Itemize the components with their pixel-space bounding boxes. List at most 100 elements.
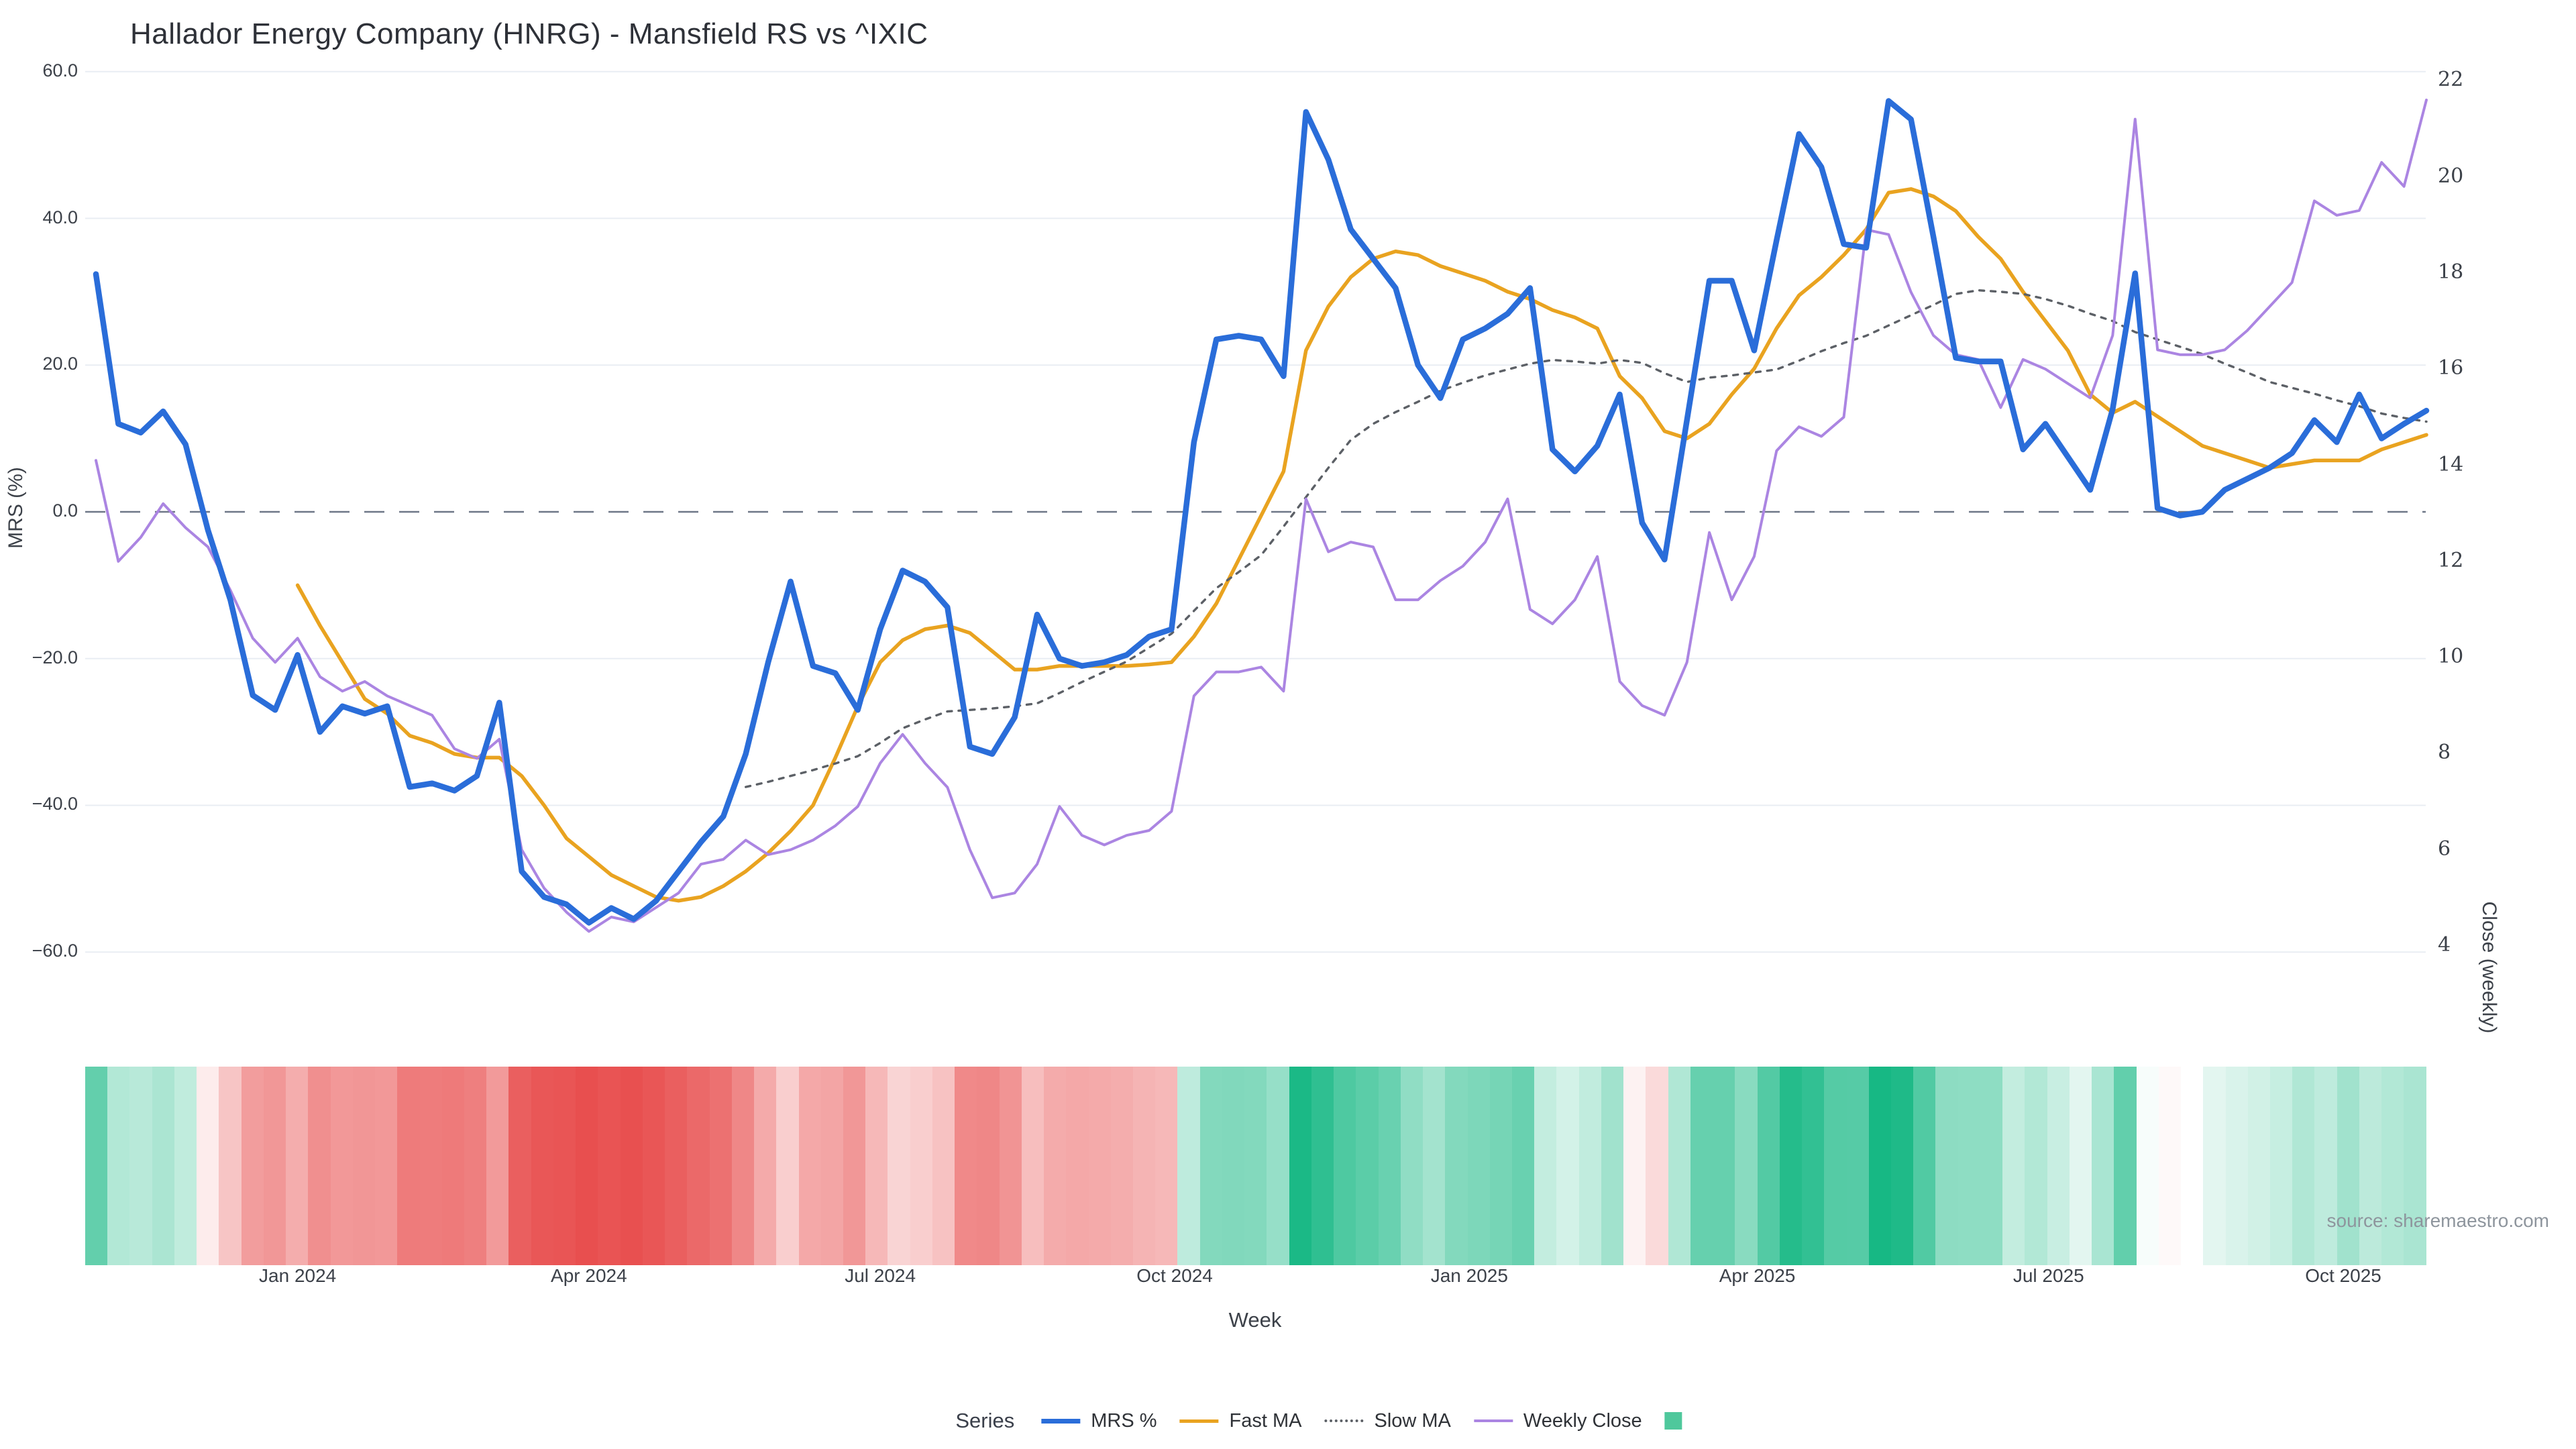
heatmap-cell — [1757, 1067, 1780, 1265]
heatmap-cell — [308, 1067, 331, 1265]
heatmap-cell — [1334, 1067, 1356, 1265]
heatmap-cell — [2337, 1067, 2359, 1265]
heatmap-cell — [1601, 1067, 1624, 1265]
heatmap-cell — [286, 1067, 309, 1265]
heatmap-cell — [375, 1067, 398, 1265]
heatmap-cell — [1289, 1067, 1311, 1265]
legend-item-slow-ma[interactable]: Slow MA — [1324, 1410, 1451, 1432]
x-tick-label: Apr 2025 — [1719, 1265, 1796, 1286]
heatmap-cell — [129, 1067, 152, 1265]
heatmap-cell — [754, 1067, 777, 1265]
heatmap-cell — [910, 1067, 932, 1265]
heatmap-cell — [1445, 1067, 1468, 1265]
legend-title: Series — [955, 1409, 1015, 1432]
legend-item-heatmap[interactable] — [1664, 1412, 1682, 1430]
heatmap-cell — [2292, 1067, 2315, 1265]
heatmap-cell — [2359, 1067, 2382, 1265]
heatmap-cell — [2158, 1067, 2182, 1265]
heatmap-cell — [1802, 1067, 1825, 1265]
heatmap-cell — [865, 1067, 888, 1265]
legend-item-label: Fast MA — [1229, 1409, 1302, 1432]
heatmap-cell — [1222, 1067, 1245, 1265]
x-tick-label: Jan 2025 — [1430, 1265, 1508, 1286]
heatmap-cell — [1378, 1067, 1401, 1265]
heatmap-cell — [820, 1067, 843, 1265]
heatmap-cell — [197, 1067, 219, 1265]
heatmap-cell — [397, 1067, 420, 1265]
heatmap-cell — [1668, 1067, 1690, 1265]
heatmap-cell — [999, 1067, 1022, 1265]
heatmap-cell — [687, 1067, 710, 1265]
right-axis-title: Close (weekly) — [2478, 901, 2500, 1034]
heatmap-cell — [85, 1067, 108, 1265]
heatmap-cell — [642, 1067, 665, 1265]
heatmap-cell — [2225, 1067, 2248, 1265]
heatmap-cell — [932, 1067, 955, 1265]
x-tick-label: Jul 2025 — [2012, 1265, 2084, 1286]
heatmap-cell — [2114, 1067, 2137, 1265]
heatmap-cell — [2247, 1067, 2270, 1265]
left-tick-label: −60.0 — [32, 941, 78, 961]
right-tick-label: 20 — [2438, 164, 2464, 188]
legend-swatch-square — [1664, 1412, 1682, 1430]
legend-item-weekly-close[interactable]: Weekly Close — [1473, 1409, 1642, 1432]
heatmap-cell — [1199, 1067, 1222, 1265]
heatmap-cell — [1044, 1067, 1067, 1265]
legend-swatch-line — [1473, 1419, 1513, 1422]
heatmap-cell — [1356, 1067, 1379, 1265]
heatmap-cell — [1779, 1067, 1803, 1265]
heatmap-cell — [731, 1067, 755, 1265]
heatmap-cell — [2002, 1067, 2025, 1265]
legend-item-label: MRS % — [1091, 1409, 1157, 1432]
heatmap-cell — [1088, 1067, 1111, 1265]
series-mrs- — [93, 98, 2430, 926]
right-tick-label: 12 — [2438, 548, 2464, 572]
series-fast-ma — [295, 187, 2428, 903]
right-tick-label: 18 — [2438, 260, 2464, 284]
heatmap-cell — [1021, 1067, 1044, 1265]
heatmap-cell — [464, 1067, 487, 1265]
heatmap-cell — [776, 1067, 799, 1265]
left-axis-title: MRS (%) — [5, 467, 27, 549]
heatmap-cell — [888, 1067, 910, 1265]
legend-item-fast-ma[interactable]: Fast MA — [1179, 1409, 1302, 1432]
heatmap-cell — [1556, 1067, 1579, 1265]
right-tick-label: 22 — [2438, 68, 2464, 92]
heatmap-cell — [798, 1067, 821, 1265]
heatmap-cell — [1267, 1067, 1289, 1265]
heatmap-cell — [1110, 1067, 1134, 1265]
heatmap-cell — [263, 1067, 286, 1265]
heatmap-cell — [1489, 1067, 1512, 1265]
source-watermark: source: sharemaestro.com — [2326, 1210, 2549, 1231]
heatmap-cell — [2047, 1067, 2070, 1265]
heatmap-cell — [2069, 1067, 2092, 1265]
heatmap-cell — [1133, 1067, 1156, 1265]
heatmap-cell — [1890, 1067, 1914, 1265]
heatmap-cell — [977, 1067, 1000, 1265]
heatmap-cell — [2025, 1067, 2047, 1265]
heatmap-cell — [1534, 1067, 1557, 1265]
legend-item-label: Weekly Close — [1523, 1409, 1642, 1432]
heatmap-cell — [709, 1067, 732, 1265]
heatmap-cell — [2092, 1067, 2114, 1265]
heatmap-cell — [1646, 1067, 1668, 1265]
heatmap-cell — [2381, 1067, 2404, 1265]
right-tick-label: 6 — [2438, 837, 2451, 861]
right-tick-label: 4 — [2438, 933, 2451, 957]
heatmap-cell — [419, 1067, 442, 1265]
plot-area — [85, 70, 2430, 953]
heatmap-cell — [1400, 1067, 1424, 1265]
chart-title: Hallador Energy Company (HNRG) - Mansfie… — [130, 17, 928, 50]
heatmap-cell — [1578, 1067, 1601, 1265]
heatmap-cell — [1824, 1067, 1847, 1265]
heatmap-cell — [1935, 1067, 1958, 1265]
heatmap-cell — [441, 1067, 464, 1265]
left-tick-label: 60.0 — [42, 60, 78, 80]
heatmap-cell — [107, 1067, 130, 1265]
heatmap-cell — [1623, 1067, 1646, 1265]
heatmap-cell — [1311, 1067, 1334, 1265]
heatmap-cell — [553, 1067, 576, 1265]
legend-item-mrs-[interactable]: MRS % — [1041, 1410, 1157, 1432]
heatmap-cell — [1423, 1067, 1446, 1265]
heatmap-cell — [620, 1067, 643, 1265]
